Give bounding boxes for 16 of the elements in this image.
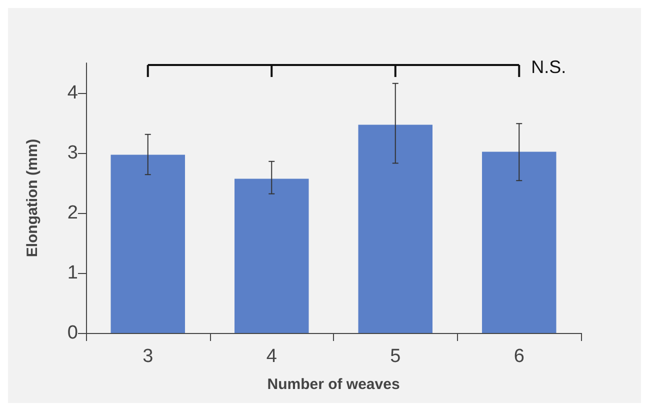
y-tick-label: 1 bbox=[67, 262, 78, 284]
bar bbox=[234, 178, 309, 333]
y-tick-label: 3 bbox=[67, 142, 78, 164]
x-tick-label: 5 bbox=[390, 346, 401, 367]
x-tick-label: 3 bbox=[142, 346, 154, 367]
bar bbox=[358, 124, 432, 333]
bar bbox=[110, 154, 185, 333]
annotation: N.S. bbox=[531, 57, 566, 77]
x-axis-title: Number of weaves bbox=[267, 376, 400, 393]
y-tick-label: 0 bbox=[67, 322, 78, 344]
y-tick-label: 4 bbox=[67, 82, 78, 104]
x-tick-label: 6 bbox=[514, 346, 524, 367]
y-axis-title: Elongation (mm) bbox=[24, 138, 41, 258]
bar bbox=[482, 152, 556, 333]
y-tick-label: 2 bbox=[67, 202, 78, 224]
x-tick-label: 4 bbox=[266, 346, 278, 367]
